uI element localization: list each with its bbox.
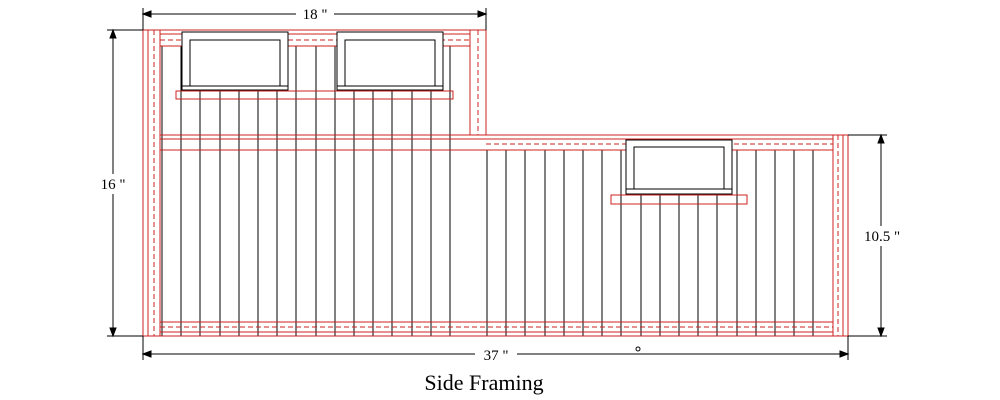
framing-studs xyxy=(161,46,814,336)
dim-arrow xyxy=(109,28,117,39)
dim-label-total-width: 37 " xyxy=(484,348,509,364)
dim-label-top-width: 18 " xyxy=(303,7,328,23)
upper-window-left xyxy=(181,31,289,91)
dim-arrow xyxy=(477,10,488,18)
dim-arrow xyxy=(877,327,885,338)
upper-window-sill xyxy=(175,90,454,100)
dim-arrow xyxy=(839,350,850,358)
dim-label-lower-height: 10.5 " xyxy=(864,229,900,245)
dim-arrow xyxy=(109,327,117,338)
dim-arrow xyxy=(141,10,152,18)
origin-marker xyxy=(635,346,641,352)
window-openings xyxy=(181,31,733,195)
dim-arrow xyxy=(141,350,152,358)
upper-window-right xyxy=(336,31,444,91)
lower-window xyxy=(625,139,733,195)
dim-arrow xyxy=(877,133,885,144)
lower-window-sill xyxy=(610,194,748,205)
drawing-title: Side Framing xyxy=(424,370,543,395)
dim-label-total-height: 16 " xyxy=(101,177,126,193)
